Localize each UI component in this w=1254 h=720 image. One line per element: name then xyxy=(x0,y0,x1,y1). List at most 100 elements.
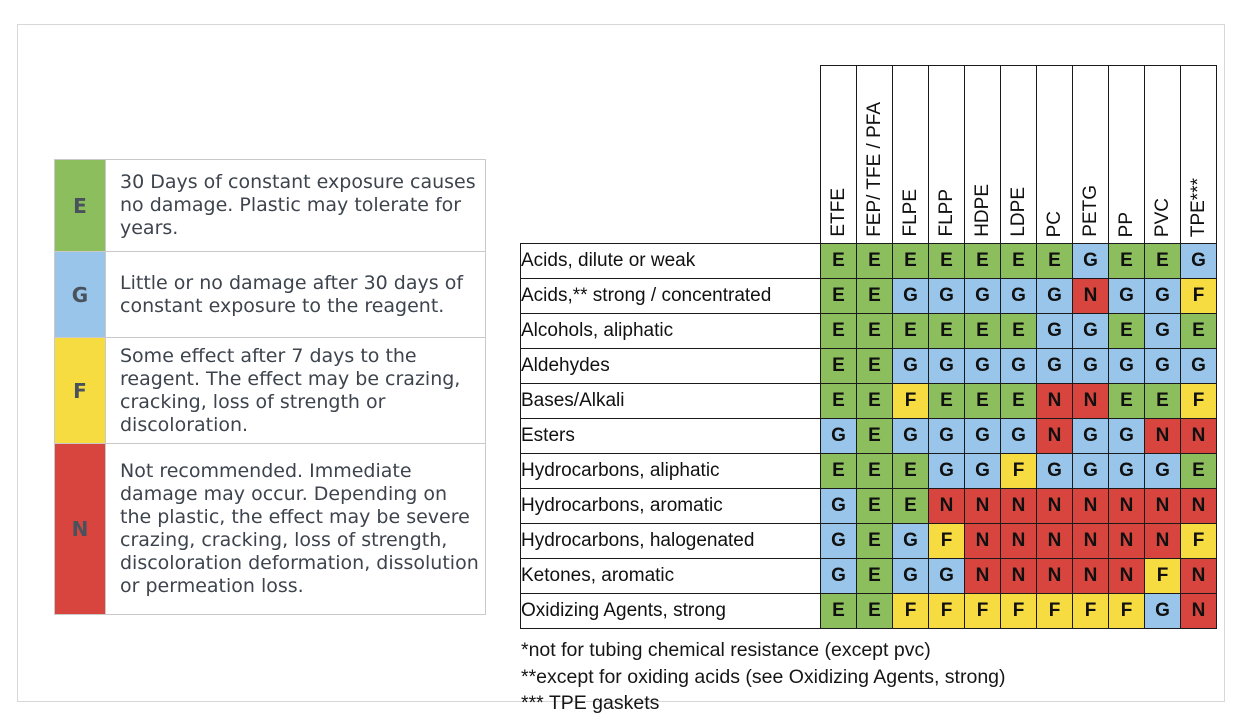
rating-cell: N xyxy=(964,558,1001,594)
rating-cell: E xyxy=(1000,243,1037,279)
rating-cell: F xyxy=(892,593,929,629)
rating-cell: N xyxy=(1036,558,1073,594)
rating-cell: E xyxy=(1180,313,1217,349)
column-header-label: ETFE xyxy=(828,188,849,237)
compatibility-table: ETFE FEP/ TFE / PFA FLPE FLPP HDPE LDPE PC PETG… xyxy=(520,65,1217,629)
rating-cell: N xyxy=(1072,383,1109,419)
column-header-label: FEP/ TFE / PFA xyxy=(864,102,885,237)
rating-cell: E xyxy=(964,383,1001,419)
rating-cell: G xyxy=(1072,453,1109,489)
rating-cell: N xyxy=(1180,488,1217,524)
rating-cell: E xyxy=(928,383,965,419)
rating-cell: F xyxy=(1180,523,1217,559)
rating-cell: N xyxy=(1108,558,1145,594)
table-row: Ketones, aromatic G E G G N N N N N F N xyxy=(520,558,1217,594)
rating-cell: G xyxy=(928,453,965,489)
rating-cell: G xyxy=(928,348,965,384)
rating-cell: E xyxy=(892,313,929,349)
rating-cell: F xyxy=(1000,453,1037,489)
rating-cell: E xyxy=(856,278,893,314)
rating-cell: F xyxy=(1108,593,1145,629)
rating-cell: G xyxy=(1000,348,1037,384)
rating-cell: N xyxy=(1000,558,1037,594)
header-row: ETFE FEP/ TFE / PFA FLPE FLPP HDPE LDPE PC PETG… xyxy=(521,65,1217,244)
rating-cell: E xyxy=(820,593,857,629)
rating-cell: N xyxy=(1144,418,1181,454)
row-label: Hydrocarbons, halogenated xyxy=(520,523,821,559)
rating-cell: N xyxy=(1144,523,1181,559)
rating-cell: G xyxy=(892,523,929,559)
legend-code-swatch: G xyxy=(54,251,106,338)
rating-cell: E xyxy=(820,453,857,489)
rating-cell: F xyxy=(928,593,965,629)
legend-code-swatch: E xyxy=(54,159,106,252)
column-header: TPE*** xyxy=(1180,65,1217,244)
column-header-label: LDPE xyxy=(1008,187,1029,237)
rating-cell: G xyxy=(1108,453,1145,489)
legend-description-cell: Not recommended. Immediate damage may oc… xyxy=(106,443,486,615)
legend-description-cell: Some effect after 7 days to the reagent.… xyxy=(106,337,486,444)
column-header: HDPE xyxy=(964,65,1001,244)
content-frame: E 30 Days of constant exposure causes no … xyxy=(17,24,1225,714)
table-row: Aldehydes E E G G G G G G G G G xyxy=(520,348,1217,384)
table-row: Acids,** strong / concentrated E E G G G G G N G G… xyxy=(520,278,1217,314)
column-header-label: PETG xyxy=(1080,185,1101,237)
rating-cell: F xyxy=(1036,593,1073,629)
column-header: PETG xyxy=(1072,65,1109,244)
column-header-label: PC xyxy=(1044,210,1065,237)
row-label: Acids,** strong / concentrated xyxy=(520,278,821,314)
rating-cell: F xyxy=(892,383,929,419)
rating-cell: E xyxy=(1144,243,1181,279)
rating-cell: G xyxy=(964,348,1001,384)
column-header-label: HDPE xyxy=(972,184,993,237)
rating-cell: E xyxy=(1108,313,1145,349)
column-header: FLPP xyxy=(928,65,965,244)
rating-cell: N xyxy=(928,488,965,524)
rating-cell: N xyxy=(1000,488,1037,524)
footnotes: *not for tubing chemical resistance (exc… xyxy=(521,637,1006,717)
rating-cell: G xyxy=(820,523,857,559)
rating-cell: G xyxy=(1072,243,1109,279)
rating-cell: E xyxy=(820,348,857,384)
rating-cell: G xyxy=(820,488,857,524)
rating-cell: G xyxy=(928,418,965,454)
column-header: FEP/ TFE / PFA xyxy=(856,65,893,244)
legend-code-swatch: F xyxy=(54,337,106,444)
rating-cell: G xyxy=(1036,313,1073,349)
rating-cell: E xyxy=(820,313,857,349)
rating-cell: G xyxy=(892,418,929,454)
rating-cell: G xyxy=(1144,593,1181,629)
rating-cell: E xyxy=(1108,383,1145,419)
legend-description-text: Not recommended. Immediate damage may oc… xyxy=(120,460,479,597)
table-corner-spacer xyxy=(521,66,821,244)
legend-row-e: E 30 Days of constant exposure causes no … xyxy=(54,159,486,252)
rating-cell: F xyxy=(1000,593,1037,629)
rating-cell: G xyxy=(1036,348,1073,384)
rating-cell: F xyxy=(1180,383,1217,419)
rating-cell: E xyxy=(1000,383,1037,419)
table-row: Hydrocarbons, aliphatic E E E G G F G G G G E xyxy=(520,453,1217,489)
rating-cell: E xyxy=(1000,313,1037,349)
column-header: PVC xyxy=(1144,65,1181,244)
rating-cell: E xyxy=(1036,243,1073,279)
rating-cell: N xyxy=(1144,488,1181,524)
column-header-label: TPE*** xyxy=(1188,177,1209,237)
rating-cell: G xyxy=(1072,418,1109,454)
rating-cell: E xyxy=(892,453,929,489)
column-header: ETFE xyxy=(820,65,857,244)
rating-cell: E xyxy=(820,383,857,419)
table-row: Esters G E G G G G N G G N N xyxy=(520,418,1217,454)
rating-cell: F xyxy=(1072,593,1109,629)
legend-code-swatch: N xyxy=(54,443,106,615)
rating-legend: E 30 Days of constant exposure causes no … xyxy=(54,159,486,615)
rating-cell: N xyxy=(1036,383,1073,419)
footnote: **except for oxiding acids (see Oxidizin… xyxy=(521,665,1006,688)
rating-cell: G xyxy=(1144,278,1181,314)
rating-cell: G xyxy=(1144,313,1181,349)
column-header-label: FLPP xyxy=(936,189,957,237)
row-label: Hydrocarbons, aliphatic xyxy=(520,453,821,489)
rating-cell: E xyxy=(964,313,1001,349)
rating-cell: N xyxy=(1108,523,1145,559)
column-header: LDPE xyxy=(1000,65,1037,244)
